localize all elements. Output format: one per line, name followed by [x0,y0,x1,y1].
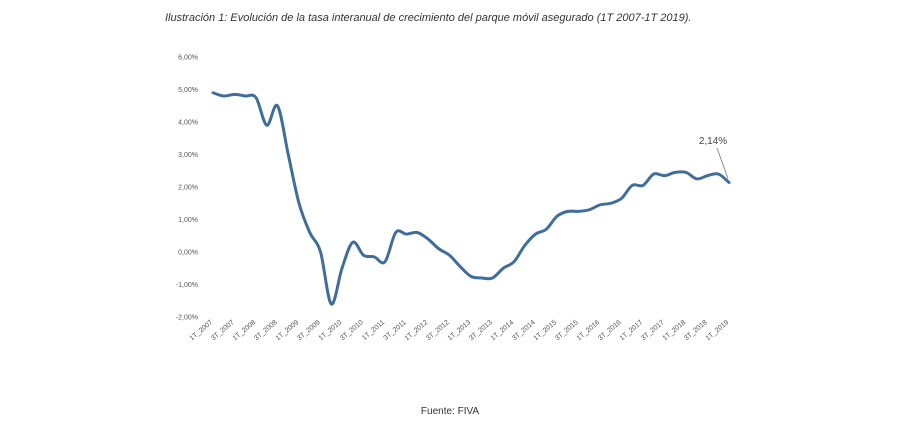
x-tick-label: 1T_2019 [705,319,731,342]
x-tick-label: 1T_2011 [361,319,386,342]
y-tick-label: -2,00% [176,315,198,322]
y-tick-label: 0,00% [178,250,198,257]
y-tick-label: -1,00% [176,282,198,289]
x-tick-label: 3T_2010 [339,319,365,342]
source-note: Fuente: FIVA [420,406,480,417]
y-tick-label: 2,00% [178,185,198,192]
y-tick-label: 6,00% [178,55,198,62]
y-tick-label: 3,00% [178,152,198,159]
series-layer [211,91,731,306]
y-tick-label: 5,00% [178,87,198,94]
y-tick-label: 1,00% [178,217,198,224]
annotation-layer: 2,14% [699,136,729,179]
x-axis: 1T_20073T_20071T_20083T_20081T_20093T_20… [189,319,731,342]
series-line [211,91,731,306]
chart-area: 6,00% 5,00% 4,00% 3,00% 2,00% 1,00% 0,00% -1,00… [176,55,731,342]
y-axis: 6,00% 5,00% 4,00% 3,00% 2,00% 1,00% 0,00% -1,00… [176,55,198,322]
y-tick-label: 4,00% [178,120,198,127]
chart-title: Ilustración 1: Evolución de la tasa inte… [165,12,692,24]
annotation-label: 2,14% [699,136,727,147]
annotation-leader-line [716,147,729,179]
